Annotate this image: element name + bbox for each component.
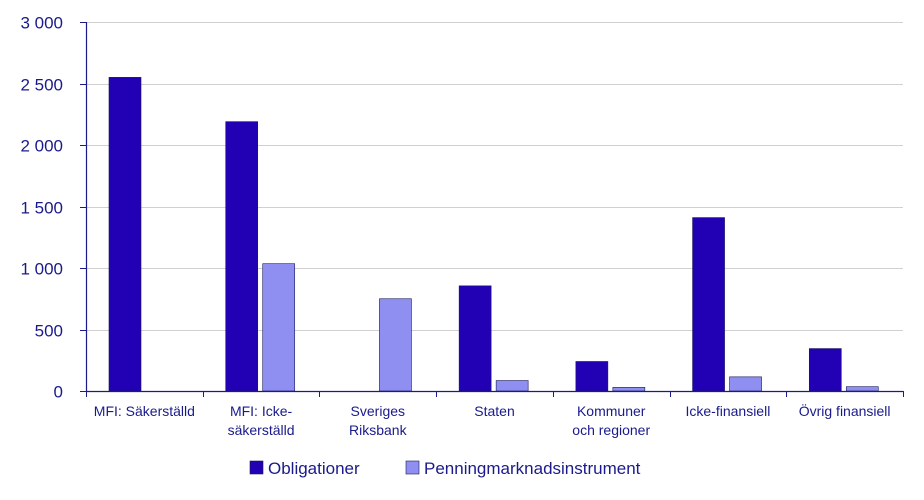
gridlines bbox=[86, 22, 903, 331]
bar-obligationer bbox=[225, 121, 259, 392]
category-label: och regioner bbox=[572, 422, 650, 438]
bar-obligationer bbox=[575, 361, 609, 392]
bars bbox=[108, 77, 879, 392]
y-tick-labels: 0 500 1 000 1 500 2 000 2 500 3 000 bbox=[20, 14, 63, 402]
bar-penningmarknadsinstrument bbox=[379, 298, 412, 392]
bar-penningmarknadsinstrument bbox=[729, 376, 762, 392]
category-label: Sveriges bbox=[351, 403, 405, 419]
y-tick-label: 2 500 bbox=[20, 76, 63, 95]
bar-obligationer bbox=[108, 77, 142, 392]
bar-obligationer bbox=[808, 348, 842, 392]
y-tick-label: 1 500 bbox=[20, 199, 63, 218]
category-label: MFI: Säkerställd bbox=[94, 403, 195, 419]
legend: Obligationer Penningmarknadsinstrument bbox=[249, 459, 641, 478]
legend-swatch-obligationer bbox=[249, 460, 264, 475]
bar-penningmarknadsinstrument bbox=[612, 387, 646, 392]
y-tick-label: 1 000 bbox=[20, 260, 63, 279]
bar-penningmarknadsinstrument bbox=[495, 380, 529, 392]
legend-label-penningmarknadsinstrument: Penningmarknadsinstrument bbox=[424, 459, 641, 478]
bar-penningmarknadsinstrument bbox=[845, 386, 879, 392]
category-label: Staten bbox=[474, 403, 514, 419]
category-label: Kommuner bbox=[577, 403, 646, 419]
category-label: Icke-finansiell bbox=[686, 403, 771, 419]
bar-obligationer bbox=[692, 217, 725, 392]
y-tick-label: 500 bbox=[35, 322, 63, 341]
bar-penningmarknadsinstrument bbox=[262, 263, 296, 392]
category-label: Riksbank bbox=[349, 422, 408, 438]
legend-swatch-penningmarknadsinstrument bbox=[405, 460, 420, 475]
bar-obligationer bbox=[458, 285, 492, 392]
axes bbox=[80, 22, 904, 397]
category-label: säkerställd bbox=[228, 422, 295, 438]
category-label: MFI: Icke- bbox=[230, 403, 293, 419]
y-tick-label: 2 000 bbox=[20, 137, 63, 156]
category-labels: MFI: Säkerställd MFI: Icke-säkerställd Sve… bbox=[94, 402, 891, 438]
y-tick-label: 0 bbox=[54, 383, 63, 402]
category-label: Övrig finansiell bbox=[799, 402, 891, 419]
y-tick-label: 3 000 bbox=[20, 14, 63, 33]
legend-label-obligationer: Obligationer bbox=[268, 459, 360, 478]
